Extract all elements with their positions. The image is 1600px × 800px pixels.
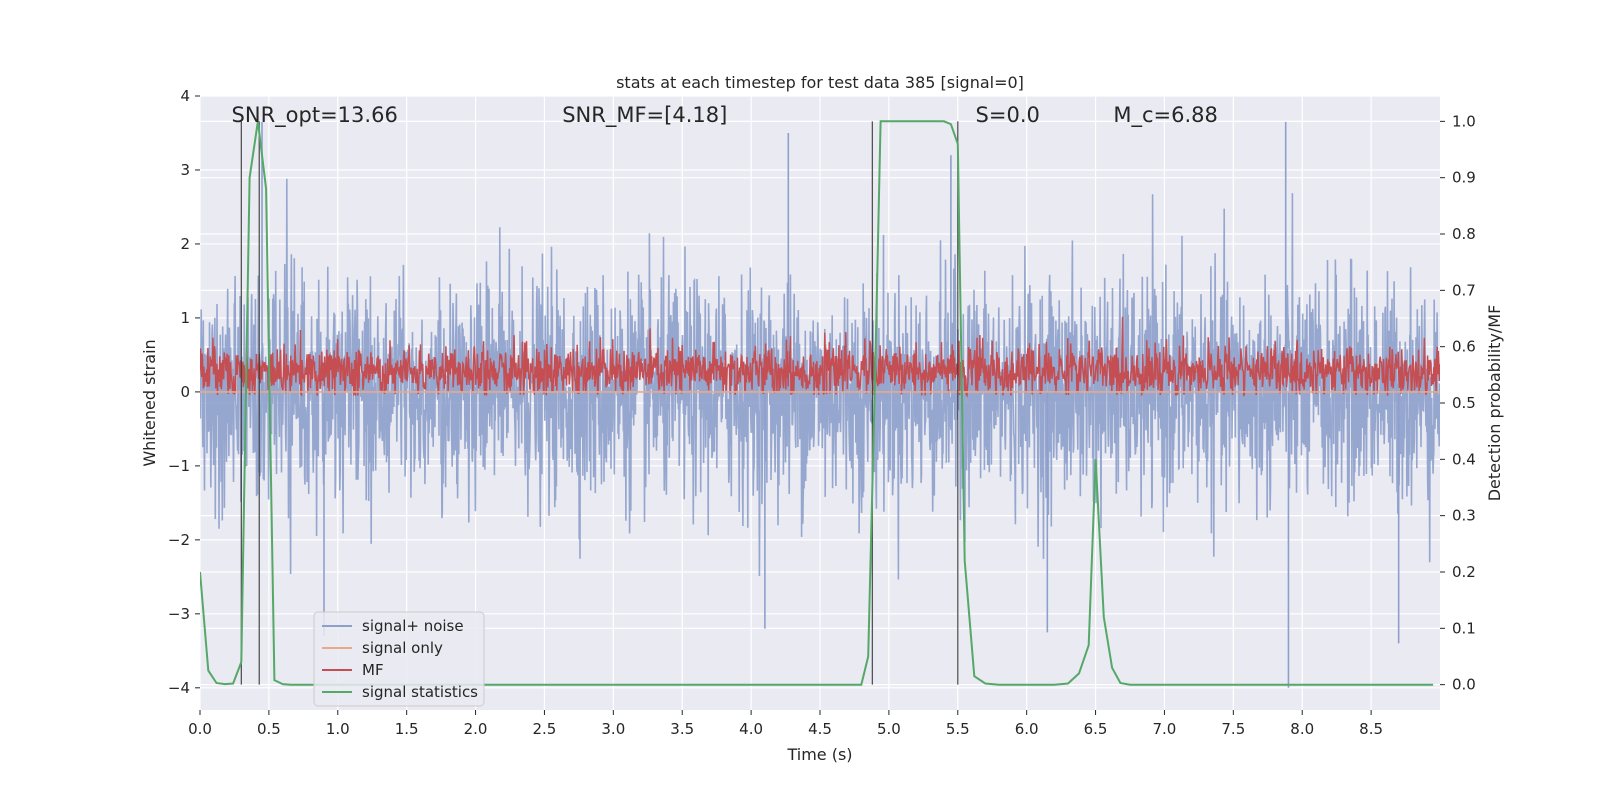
y-tick-label: 0 bbox=[180, 383, 190, 401]
x-tick-label: 4.5 bbox=[808, 720, 832, 738]
y2-tick-label: 1.0 bbox=[1452, 112, 1476, 130]
y-tick-label: 2 bbox=[180, 235, 190, 253]
x-tick-label: 5.5 bbox=[946, 720, 970, 738]
x-tick-label: 4.0 bbox=[739, 720, 763, 738]
y-tick-label: −1 bbox=[168, 457, 190, 475]
series-mf bbox=[200, 316, 1440, 398]
x-tick-label: 1.0 bbox=[326, 720, 350, 738]
x-tick-label: 6.0 bbox=[1015, 720, 1039, 738]
x-tick-label: 2.0 bbox=[464, 720, 488, 738]
annotations: SNR_opt=13.66 SNR_MF=[4.18] S=0.0 M_c=6.88 bbox=[232, 103, 1218, 128]
y2-tick-label: 0.5 bbox=[1452, 394, 1476, 412]
y2-tick-label: 0.2 bbox=[1452, 563, 1476, 581]
y2-tick-label: 0.7 bbox=[1452, 281, 1476, 299]
y-tick-label: 3 bbox=[180, 161, 190, 179]
legend-box bbox=[313, 611, 485, 707]
y-tick-label: 1 bbox=[180, 309, 190, 327]
y2-tick-label: 0.0 bbox=[1452, 676, 1476, 694]
y2-tick-label: 0.1 bbox=[1452, 619, 1476, 637]
vertical-markers bbox=[240, 121, 959, 685]
x-tick-label: 2.5 bbox=[533, 720, 557, 738]
signal-statistics-line bbox=[200, 120, 1434, 686]
legend-label: signal+ noise bbox=[362, 617, 464, 635]
y2-tick-label: 0.6 bbox=[1452, 338, 1476, 356]
y-tick-label: −4 bbox=[168, 679, 190, 697]
mf-line bbox=[200, 316, 1440, 398]
y2-tick-label: 0.9 bbox=[1452, 169, 1476, 187]
y2-tick-label: 0.3 bbox=[1452, 507, 1476, 525]
y-tick-label: −2 bbox=[168, 531, 190, 549]
x-axis-label: Time (s) bbox=[786, 745, 852, 764]
y2-axis-label: Detection probability/MF bbox=[1485, 305, 1504, 502]
legend-label: MF bbox=[362, 661, 384, 679]
annotation-mc-value: M_c=6.88 bbox=[1113, 103, 1218, 128]
x-tick-label: 1.5 bbox=[395, 720, 419, 738]
x-ticks: 0.0 0.5 1.0 1.5 2.0 2.5 3.0 3.5 4.0 4.5 5.0 5.5 6.0 6… bbox=[188, 710, 1383, 738]
legend: signal+ noise signal only MF signal statist… bbox=[313, 611, 485, 707]
legend-label: signal statistics bbox=[362, 683, 478, 701]
y-tick-label: −3 bbox=[168, 605, 190, 623]
y2-tick-label: 0.4 bbox=[1452, 450, 1476, 468]
x-tick-label: 8.0 bbox=[1290, 720, 1314, 738]
x-tick-label: 6.5 bbox=[1084, 720, 1108, 738]
series-signal-noise bbox=[200, 121, 1440, 688]
annotation-s-value: S=0.0 bbox=[976, 103, 1040, 127]
x-tick-label: 5.0 bbox=[877, 720, 901, 738]
x-tick-label: 0.0 bbox=[188, 720, 212, 738]
y-tick-label: 4 bbox=[180, 87, 190, 105]
annotation-snr-mf: SNR_MF=[4.18] bbox=[562, 103, 727, 128]
annotation-snr-opt: SNR_opt=13.66 bbox=[232, 103, 398, 128]
x-tick-label: 3.0 bbox=[601, 720, 625, 738]
x-tick-label: 0.5 bbox=[257, 720, 281, 738]
legend-label: signal only bbox=[362, 639, 443, 657]
y-axis-label: Whitened strain bbox=[140, 339, 159, 466]
x-tick-label: 8.5 bbox=[1359, 720, 1383, 738]
x-tick-label: 7.5 bbox=[1221, 720, 1245, 738]
x-tick-label: 7.0 bbox=[1153, 720, 1177, 738]
series-signal-statistics bbox=[200, 120, 1434, 686]
y2-tick-label: 0.8 bbox=[1452, 225, 1476, 243]
y2-ticks: 1.0 0.9 0.8 0.7 0.6 0.5 0.4 0.3 0.2 0.1 0.0 bbox=[1440, 112, 1476, 694]
y-ticks: 4 3 2 1 0 −1 −2 −3 −4 bbox=[168, 87, 200, 697]
chart-title: stats at each timestep for test data 385… bbox=[616, 73, 1024, 92]
x-tick-label: 3.5 bbox=[670, 720, 694, 738]
